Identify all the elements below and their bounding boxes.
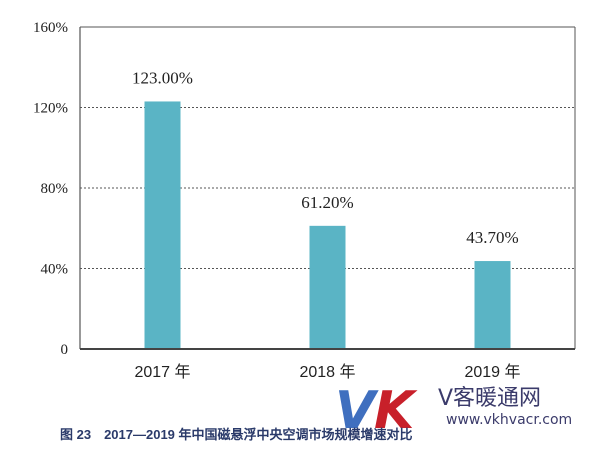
- x-tick-label: 2017 年: [134, 363, 190, 381]
- figure-caption: 图 23 2017—2019 年中国磁悬浮中央空调市场规模增速对比: [60, 427, 413, 442]
- bar: [474, 261, 511, 349]
- data-labels: 123.00% 61.20% 43.70%: [132, 68, 519, 247]
- x-tick-labels: 2017 年 2018 年 2019 年: [134, 363, 520, 381]
- bar: [144, 101, 181, 350]
- watermark-name: V客暖通网: [438, 386, 541, 411]
- y-tick-label: 0: [61, 342, 69, 358]
- x-tick-label: 2018 年: [299, 363, 355, 381]
- watermark-k: K: [374, 381, 418, 441]
- data-label: 123.00%: [132, 68, 193, 87]
- y-tick-label: 40%: [41, 262, 69, 278]
- bars: [144, 101, 511, 350]
- data-label: 43.70%: [466, 228, 518, 247]
- y-tick-labels: 0 40% 80% 120% 160%: [33, 20, 68, 358]
- data-label: 61.20%: [301, 193, 353, 212]
- y-tick-label: 160%: [33, 20, 68, 36]
- bar: [309, 225, 346, 349]
- watermark-url: www.vkhvacr.com: [446, 412, 572, 428]
- y-tick-label: 120%: [33, 101, 68, 117]
- y-tick-label: 80%: [41, 181, 69, 197]
- plot-frame: [79, 26, 576, 350]
- watermark-v: V: [335, 381, 379, 441]
- x-tick-label: 2019 年: [464, 363, 520, 381]
- watermark-logo: V K VK V客暖通网 www.vkhvacr.com: [335, 381, 572, 441]
